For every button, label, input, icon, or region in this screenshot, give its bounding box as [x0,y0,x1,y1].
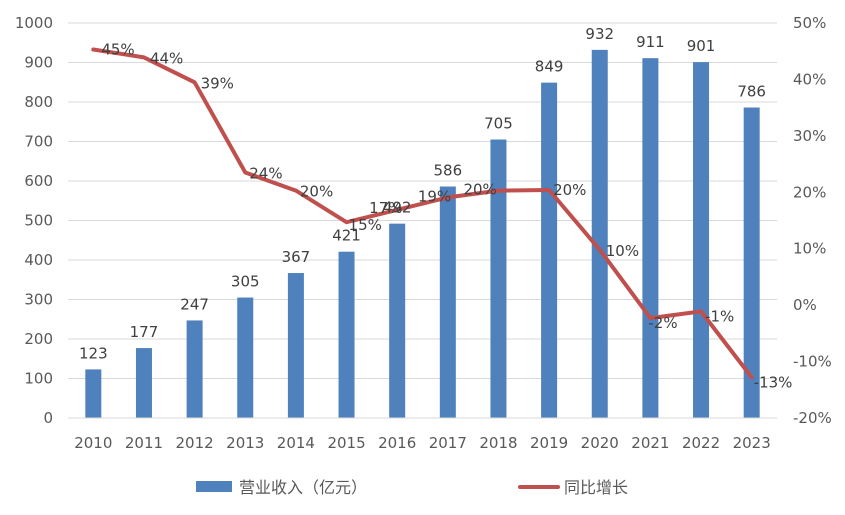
line-data-label: 44% [150,49,183,67]
y-left-tick-label: 600 [24,172,53,190]
bar [591,49,608,419]
y-right-tick-label: 20% [793,183,826,201]
bar-data-label: 586 [434,162,463,180]
y-left-tick-label: 700 [24,133,53,151]
y-left-tick-label: 200 [24,330,53,348]
bar [186,320,203,418]
y-right-tick-label: -20% [793,409,832,427]
line-data-label: 17% [369,199,402,217]
legend-line-label: 同比增长 [564,478,628,497]
y-right-tick-label: 50% [793,14,826,32]
line-data-label: 20% [300,183,333,201]
bar-data-label: 932 [585,25,614,43]
bar [338,251,355,418]
x-tick-label: 2017 [429,434,467,452]
bar-data-label: 901 [687,37,716,55]
bar [287,273,304,418]
line-data-label: 19% [418,187,451,205]
legend-bar-swatch [196,481,232,492]
x-tick-label: 2013 [226,434,264,452]
x-tick-label: 2022 [682,434,720,452]
bar-data-label: 492 [383,199,412,217]
y-right-tick-label: 10% [793,240,826,258]
bar-data-label: 705 [484,115,513,133]
bar [642,58,659,418]
y-right-tick-label: 0% [793,296,817,314]
bar-data-label: 305 [231,273,260,291]
legend-bar-label: 营业收入（亿元） [239,478,367,497]
bar-data-label: 123 [79,344,108,362]
bar [439,186,456,418]
line-data-label: 20% [553,181,586,199]
bar [541,82,558,419]
line-series [91,47,754,380]
bar [135,348,152,418]
line-data-label: 15% [349,216,382,234]
x-tick-label: 2011 [125,434,163,452]
y-left-tick-label: 1000 [15,14,53,32]
x-tick-label: 2023 [733,434,771,452]
x-tick-label: 2016 [378,434,416,452]
x-tick-label: 2018 [479,434,517,452]
bar-data-label: 849 [535,58,564,76]
data-labels: 123 177 247 305 367 421 492 586 705 849 932 911 901 7… [79,25,792,392]
legend: 营业收入（亿元） 同比增长 [196,478,628,497]
y-left-tick-label: 900 [24,54,53,72]
line-data-label: 45% [101,41,134,59]
y-right-tick-label: -10% [793,353,832,371]
y-left-tick-label: 500 [24,212,53,230]
bar-series [85,49,760,419]
bar-data-label: 367 [282,248,311,266]
y-left-tick-label: 0 [43,409,53,427]
bar-data-label: 786 [737,83,766,101]
x-tick-label: 2020 [581,434,619,452]
bar [743,107,760,418]
x-tick-label: 2015 [327,434,365,452]
line-data-label: 10% [606,242,639,260]
y-right-tick-label: 40% [793,70,826,88]
growth-line [91,47,754,380]
bar-data-label: 177 [130,323,159,341]
line-data-label: 24% [249,165,282,183]
x-tick-label: 2019 [530,434,568,452]
line-data-label: 39% [201,74,234,92]
y-left-tick-label: 800 [24,93,53,111]
y-left-tick-label: 100 [24,370,53,388]
bar [490,139,507,418]
x-tick-label: 2021 [631,434,669,452]
y-left-tick-label: 300 [24,291,53,309]
x-tick-label: 2014 [277,434,315,452]
x-tick-label: 2010 [74,434,112,452]
y-left-tick-label: 400 [24,251,53,269]
bar [389,223,406,418]
bar-data-label: 247 [180,295,209,313]
y-right-tick-label: 30% [793,127,826,145]
line-data-label: -2% [648,314,677,332]
bar-data-label: 911 [636,33,665,51]
line-data-label: 20% [463,181,496,199]
bar-data-label: 421 [332,227,361,245]
bar [85,369,102,418]
line-data-label: -13% [754,373,793,391]
x-tick-label: 2012 [176,434,214,452]
bar [693,62,710,418]
grid-lines [68,22,777,379]
axes: 0 100 200 300 400 500 600 700 800 900 1000 -20% -10%… [15,14,832,452]
bar [237,297,254,418]
line-data-label: -1% [705,307,734,325]
